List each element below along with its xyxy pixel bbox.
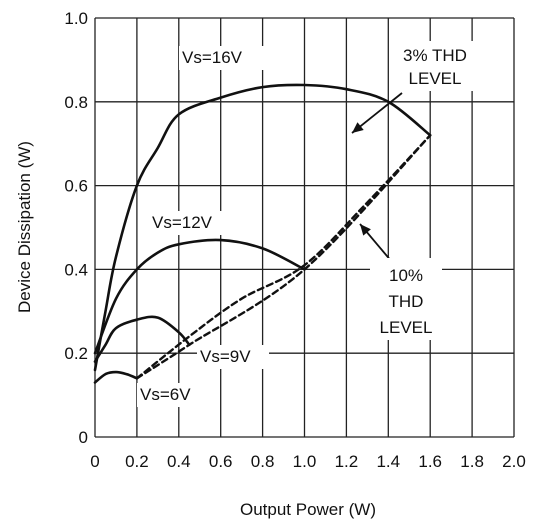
label-3pct-thd-level-bg: [389, 41, 481, 91]
series-line-3-thd-level: [135, 134, 432, 380]
tick-labels: 0 0.2 0.4 0.6 0.8 1.0 1.2 1.4 1.6 1.8 2.0 0 0.2 0.4 0.…: [64, 9, 525, 471]
label-10pct-thd-level: LEVEL: [380, 318, 433, 337]
label-vs-9v-bg: [197, 345, 269, 369]
label-10pct-thd-level-bg: [370, 258, 442, 340]
label-3pct-thd-level: 3% THD: [403, 46, 467, 65]
label-3pct-thd-level: LEVEL: [409, 69, 462, 88]
series-line-vs-6v: [93, 370, 139, 384]
x-tick-label: 1.2: [335, 452, 359, 471]
label-vs-16v: Vs=16V: [182, 48, 243, 67]
label-vs-6v: Vs=6V: [140, 385, 191, 404]
x-tick-label: 0.4: [167, 452, 191, 471]
y-tick-label: 0.8: [64, 93, 88, 112]
label-vs-6v-bg: [137, 383, 211, 407]
y-tick-label: 0.6: [64, 177, 88, 196]
label-vs-9v: Vs=9V: [200, 347, 251, 366]
y-tick-label: 0.4: [64, 260, 88, 279]
x-tick-label: 0: [90, 452, 99, 471]
y-tick-label: 1.0: [64, 9, 88, 28]
x-tick-label: 1.0: [293, 452, 317, 471]
arrow-3pct-thd-head: [352, 122, 364, 133]
x-tick-label: 0.8: [251, 452, 275, 471]
x-tick-label: 1.6: [418, 452, 442, 471]
annotation-arrows: [351, 92, 403, 263]
y-tick-label: 0.2: [64, 344, 88, 363]
label-vs-16v-bg: [179, 46, 271, 70]
series-lines: [93, 83, 432, 384]
label-vs-12v-bg: [149, 211, 233, 235]
y-axis-title: Device Dissipation (W): [15, 141, 34, 313]
label-vs-12v: Vs=12V: [152, 213, 213, 232]
label-10pct-thd-level: 10%: [389, 266, 423, 285]
label-10pct-thd-level: THD: [389, 292, 424, 311]
x-axis-title: Output Power (W): [240, 500, 376, 519]
annotations: Vs=16V Vs=12V Vs=9V Vs=6V 3% THD LEVEL 10% THD L…: [137, 41, 481, 407]
x-tick-label: 1.8: [460, 452, 484, 471]
series-line-vs-16v: [93, 83, 432, 372]
x-tick-label: 0.2: [125, 452, 149, 471]
series-line-vs-12v: [93, 238, 306, 355]
x-tick-label: 2.0: [502, 452, 526, 471]
x-tick-label: 1.4: [376, 452, 400, 471]
series-line-10-thd-level: [135, 134, 432, 380]
x-tick-label: 0.6: [209, 452, 233, 471]
y-tick-label: 0: [79, 428, 88, 447]
series-line-vs-9v: [93, 315, 191, 363]
arrow-10pct-thd-head: [360, 224, 371, 236]
